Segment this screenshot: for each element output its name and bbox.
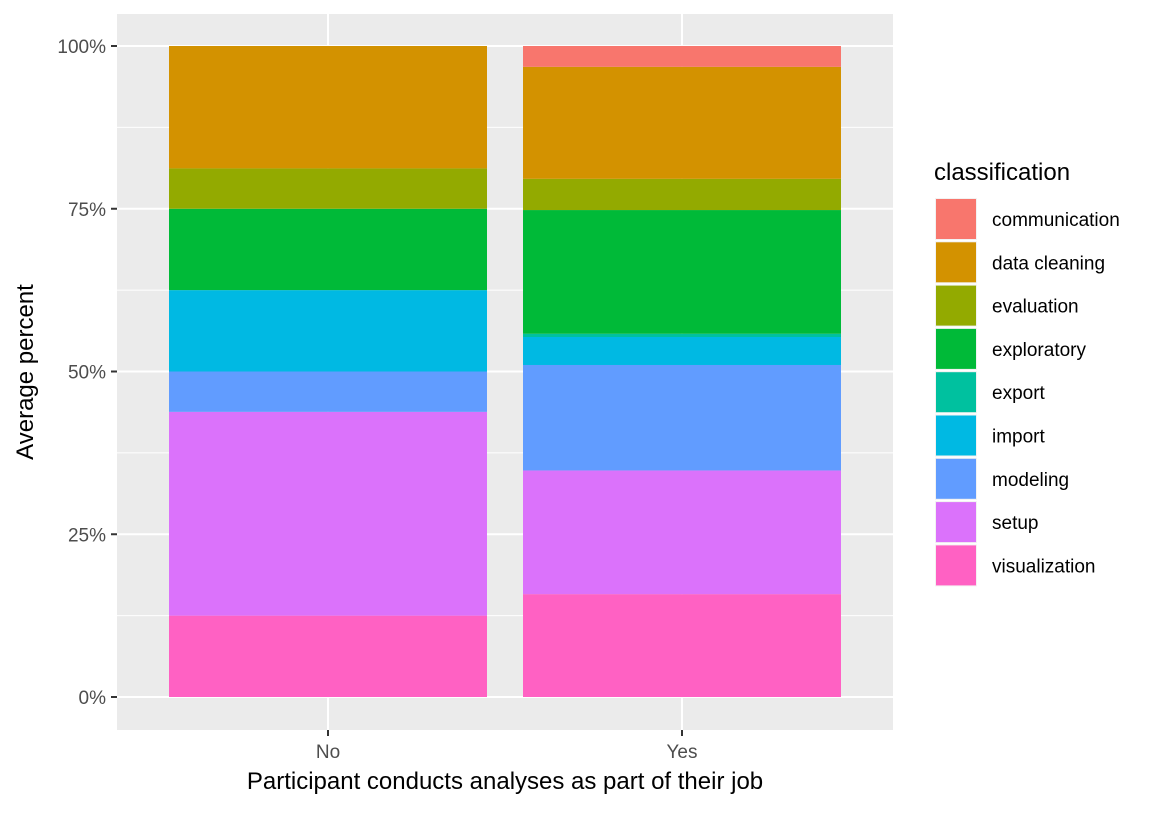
bar-segment-visualization-yes	[523, 594, 841, 697]
bar-segment-evaluation-no	[169, 168, 487, 209]
legend-swatch	[936, 372, 976, 413]
legend-item-exploratory: exploratory	[935, 327, 1086, 370]
legend-item-export: export	[935, 371, 1046, 414]
legend-item-data-cleaning: data cleaning	[935, 241, 1105, 284]
y-tick-label: 25%	[68, 525, 106, 546]
legend-label: evaluation	[992, 297, 1079, 318]
y-axis: 0% 25% 50% 75% 100%	[57, 37, 117, 709]
bars	[169, 46, 841, 697]
legend-item-setup: setup	[935, 501, 1038, 544]
bar-segment-import-yes	[523, 336, 841, 365]
legend-item-communication: communication	[935, 198, 1120, 240]
bar-segment-evaluation-yes	[523, 178, 841, 211]
bar-segment-setup-no	[169, 411, 487, 616]
x-tick-label: Yes	[667, 742, 698, 763]
legend-label: exploratory	[992, 340, 1086, 361]
bar-segment-modeling-no	[169, 371, 487, 412]
legend-label: import	[992, 427, 1046, 448]
legend-label: setup	[992, 513, 1038, 534]
bar-segment-setup-yes	[523, 470, 841, 595]
x-axis-title: Participant conducts analyses as part of…	[247, 768, 763, 795]
legend-items: communication data cleaning evaluation expl…	[935, 198, 1120, 587]
legend-swatch	[936, 242, 976, 283]
x-tick-label: No	[316, 742, 340, 763]
legend-item-modeling: modeling	[935, 457, 1069, 500]
legend-label: modeling	[992, 470, 1069, 491]
y-tick-label: 0%	[79, 688, 107, 709]
y-tick-label: 50%	[68, 363, 106, 384]
bar-segment-data-cleaning-yes	[523, 66, 841, 179]
bar-segment-exploratory-yes	[523, 210, 841, 334]
y-tick-label: 75%	[68, 200, 106, 221]
bar-segment-import-no	[169, 290, 487, 372]
y-axis-title: Average percent	[12, 284, 39, 460]
legend: classification communication data cleanin…	[934, 159, 1120, 587]
bar-segment-export-yes	[523, 333, 841, 337]
legend-item-evaluation: evaluation	[935, 284, 1079, 327]
bar-segment-modeling-yes	[523, 364, 841, 471]
legend-label: export	[992, 383, 1046, 404]
bar-segment-communication-yes	[523, 46, 841, 67]
legend-swatch	[936, 458, 976, 499]
legend-swatch	[936, 199, 976, 239]
legend-title: classification	[934, 159, 1070, 186]
legend-swatch	[936, 328, 976, 369]
x-axis: No Yes	[316, 730, 698, 763]
bar-segment-exploratory-no	[169, 208, 487, 291]
legend-item-visualization: visualization	[935, 544, 1096, 587]
legend-swatch	[936, 415, 976, 456]
legend-item-import: import	[935, 414, 1046, 457]
bar-segment-visualization-no	[169, 615, 487, 697]
legend-swatch	[936, 285, 976, 326]
y-tick-label: 100%	[57, 37, 106, 58]
legend-label: data cleaning	[992, 253, 1105, 274]
legend-swatch	[936, 545, 976, 586]
legend-label: communication	[992, 210, 1120, 231]
legend-swatch	[936, 502, 976, 543]
legend-label: visualization	[992, 556, 1096, 577]
bar-segment-data-cleaning-no	[169, 46, 487, 169]
